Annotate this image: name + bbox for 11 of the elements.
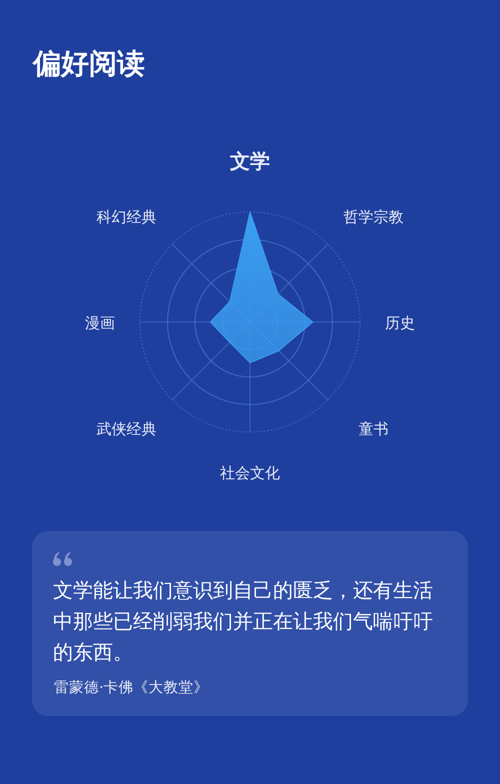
spoke-label: 科幻经典 — [96, 208, 156, 226]
spoke-label: 漫画 — [85, 314, 115, 332]
text: 文学能让我们意识到自己的匮乏，还有生活中那些已经削弱我们并正在让我们气喘吁吁的东西。 — [53, 578, 433, 664]
spoke-label: 哲学宗教 — [344, 208, 404, 226]
spoke-label: 童书 — [358, 420, 389, 438]
spoke-label: 社会文化 — [220, 464, 280, 482]
text: 雷蒙德·卡佛《大教堂》 — [54, 679, 209, 696]
spoke-label: 历史 — [385, 314, 415, 332]
spoke-label: 武侠经典 — [96, 420, 156, 438]
chart-title: 偏好阅读 — [32, 47, 145, 80]
spoke-label: 文学 — [229, 149, 270, 173]
